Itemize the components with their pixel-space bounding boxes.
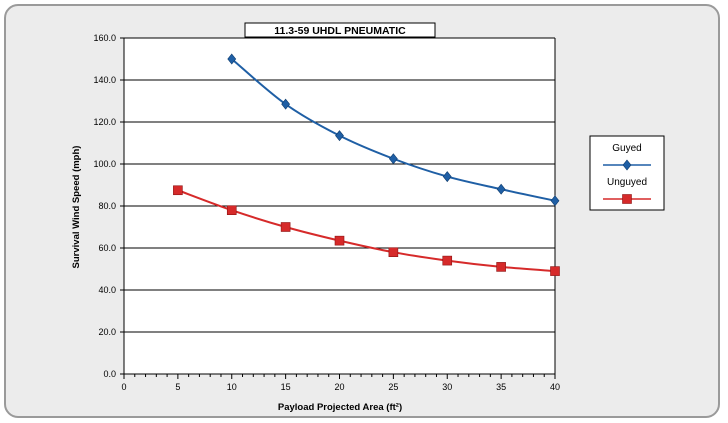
series-group: [173, 53, 560, 276]
guyed-data-point: [442, 171, 452, 183]
y-tick-label: 100.0: [93, 159, 116, 169]
chart-title-box: 11.3-59 UHDL PNEUMATIC: [244, 22, 436, 38]
guyed-data-point: [550, 195, 560, 207]
chart-title-frame: [244, 22, 436, 38]
guyed-data-point: [388, 153, 398, 165]
x-tick-label: 5: [175, 382, 180, 392]
unguyed-data-point: [280, 222, 291, 232]
y-tick-labels: 0.0 20.0 40.0 60.0 80.0 100.0 120.0 140.0 160.0: [93, 33, 116, 379]
unguyed-data-point: [496, 262, 506, 272]
y-tick-label: 160.0: [93, 33, 116, 43]
unguyed-data-point: [334, 235, 345, 246]
y-tick-label: 140.0: [93, 75, 116, 85]
y-tick-label: 60.0: [98, 243, 116, 253]
y-tick-label: 20.0: [98, 327, 116, 337]
x-axis-title: Payload Projected Area (ft²): [278, 402, 402, 413]
axes: [120, 37, 556, 379]
y-tick-label: 120.0: [93, 117, 116, 127]
y-tick-label: 80.0: [98, 201, 116, 211]
x-tick-labels: 0 5 10 15 20 25 30 35 40: [121, 382, 560, 392]
unguyed-data-point: [226, 205, 237, 215]
x-tick-label: 30: [442, 382, 452, 392]
y-tick-label: 0.0: [103, 369, 116, 379]
guyed-data-point: [281, 98, 291, 110]
unguyed-data-point: [173, 185, 183, 196]
legend-marker-unguyed: [622, 194, 632, 204]
legend-label-unguyed: Unguyed: [607, 177, 647, 188]
unguyed-data-point: [388, 247, 399, 257]
x-tick-label: 40: [550, 382, 560, 392]
x-tick-label: 20: [334, 382, 344, 392]
grid-lines: [124, 37, 555, 374]
unguyed-data-point: [442, 255, 453, 266]
x-tick-label: 35: [496, 382, 506, 392]
legend-label-guyed: Guyed: [612, 143, 641, 154]
x-tick-label: 25: [388, 382, 398, 392]
guyed-data-point: [496, 183, 506, 195]
guyed-data-point: [227, 53, 237, 65]
unguyed-data-point: [550, 266, 560, 276]
y-axis-title: Survival Wind Speed (mph): [71, 146, 82, 269]
legend: Guyed Unguyed: [589, 135, 665, 211]
guyed-data-point: [335, 130, 344, 142]
legend-marker-guyed: [622, 159, 632, 171]
chart-title: 11.3-59 UHDL PNEUMATIC: [274, 25, 406, 37]
x-tick-label: 0: [121, 382, 126, 392]
x-tick-label: 15: [281, 382, 291, 392]
x-tick-label: 10: [227, 382, 237, 392]
y-tick-label: 40.0: [98, 285, 116, 295]
